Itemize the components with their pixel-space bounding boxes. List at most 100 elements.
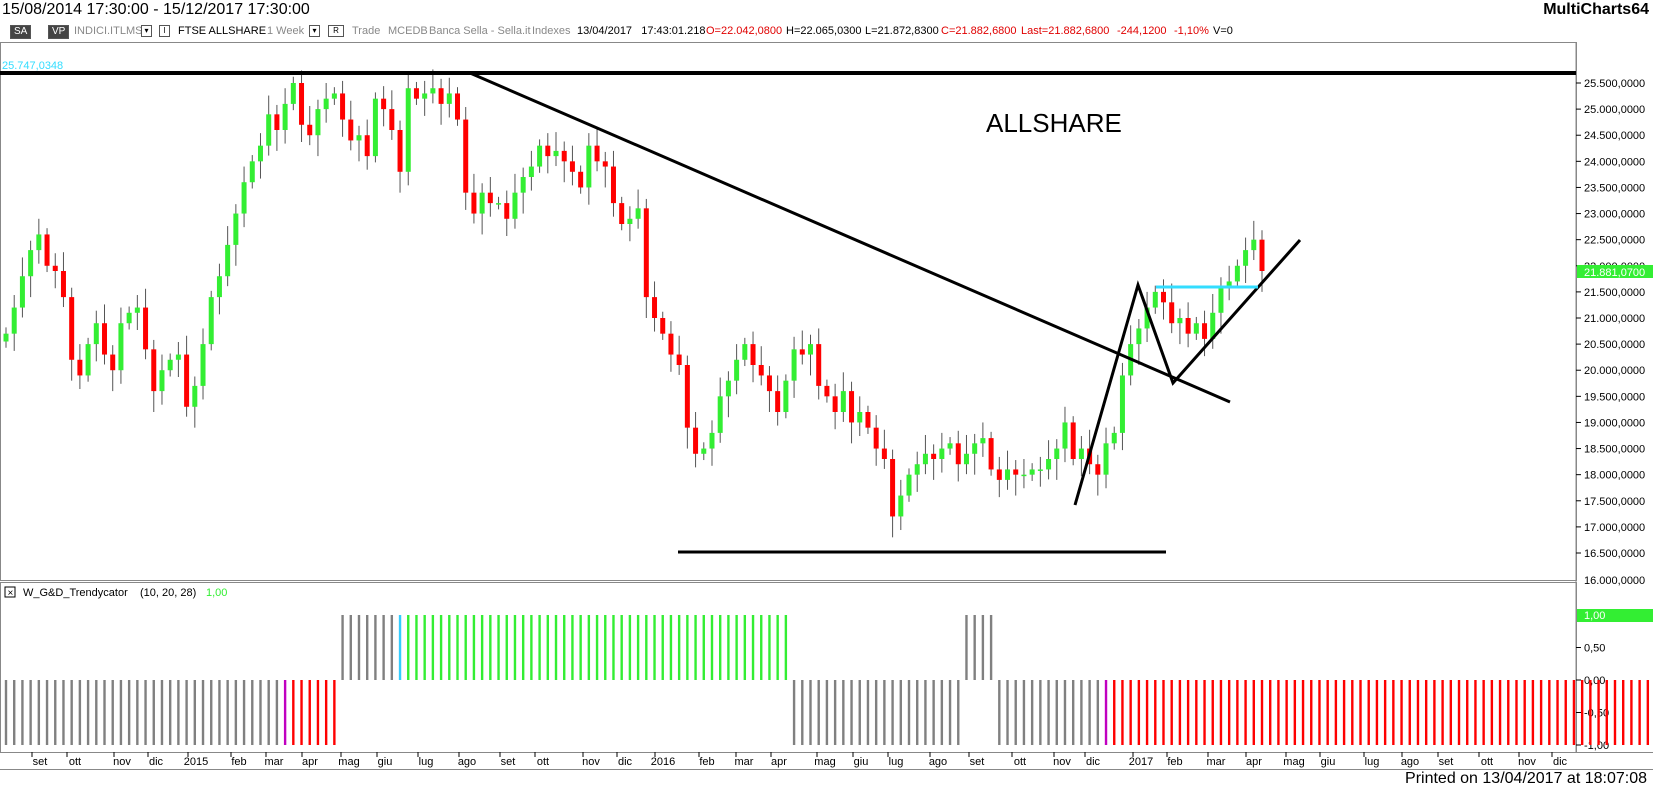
candle-body [939, 448, 945, 459]
candle [282, 88, 288, 144]
candle [1029, 463, 1035, 481]
candle [225, 226, 231, 287]
candle-body [553, 150, 559, 157]
candle [118, 307, 124, 384]
quote-timestamp: 13/04/2017 17:43:01.218 [577, 25, 706, 37]
candle-body [1210, 312, 1216, 339]
candle [422, 80, 428, 116]
candle-body [652, 297, 658, 318]
price-tick-label: 23.500,0000 [1584, 182, 1645, 194]
candle [208, 290, 214, 351]
time-tick-label: giu [1321, 756, 1336, 768]
candle-body [734, 359, 740, 381]
candle-body [1193, 323, 1199, 334]
indicator-close-icon[interactable] [4, 586, 16, 598]
candle-body [881, 448, 887, 459]
candle [602, 151, 608, 188]
candle [1070, 416, 1076, 466]
candle [668, 321, 674, 372]
candle [323, 83, 329, 123]
price-tick-label: 24.500,0000 [1584, 130, 1645, 142]
candle-body [849, 391, 855, 423]
candle-body [192, 385, 198, 407]
zigzag-line[interactable] [1073, 239, 1302, 506]
time-tick-label: ott [537, 756, 549, 768]
candle-body [586, 145, 592, 188]
candle [1046, 440, 1052, 480]
indicator-name: W_G&D_Trendycator [23, 587, 128, 599]
time-tick-label: giu [854, 756, 869, 768]
candle [750, 331, 756, 383]
candle-body [709, 432, 715, 449]
candle-body [1046, 459, 1052, 470]
time-tick-label: feb [1167, 756, 1182, 768]
candle [455, 87, 461, 126]
candle [356, 125, 362, 162]
candle [372, 92, 378, 163]
candle [988, 431, 994, 476]
candle-body [1152, 291, 1158, 308]
indicator-tick-label: -0,50 [1584, 708, 1609, 720]
time-tick-label: ott [1481, 756, 1493, 768]
candle-body [775, 391, 781, 412]
symbol-dropdown-icon[interactable]: ▾ [141, 25, 152, 37]
candle-body [561, 150, 567, 162]
candle [1152, 285, 1158, 314]
last-price-marker [1577, 264, 1653, 278]
candle-body [249, 161, 255, 183]
candle-body [684, 365, 690, 428]
indicator-signal-label: 1,00 [1584, 610, 1605, 622]
candle [1078, 436, 1084, 477]
price-tick-label: 25.000,0000 [1584, 104, 1645, 116]
time-tick-label: mag [1283, 756, 1304, 768]
candle [44, 228, 50, 273]
candle-body [1169, 302, 1175, 324]
candle-body [446, 93, 452, 104]
candle [299, 70, 305, 143]
candle-body [266, 114, 272, 146]
mode-dropdown[interactable]: R [328, 25, 344, 37]
candle-body [1234, 265, 1240, 282]
candle-body [676, 354, 682, 365]
candle [1095, 454, 1101, 496]
vp-button[interactable]: VP [48, 25, 70, 39]
trendline-drawings[interactable] [0, 71, 1576, 554]
time-tick-label: nov [1518, 756, 1536, 768]
data-type-label: Trade [352, 25, 381, 37]
candle-body [1119, 375, 1125, 433]
candle-body [578, 171, 584, 188]
candle-body [422, 93, 428, 99]
candle [36, 218, 42, 264]
candle [709, 420, 715, 466]
candle [1169, 283, 1175, 334]
candle [791, 336, 797, 398]
candle [331, 87, 337, 105]
indicator-params: (10, 20, 28) [140, 587, 196, 599]
symbol-info-bar: SA VP INDICI.ITLMS ▾ I FTSE ALLSHARE 1 W… [0, 22, 1653, 40]
candle [931, 444, 937, 480]
candle [652, 281, 658, 332]
candle [266, 95, 272, 156]
time-tick-label: 2015 [184, 756, 208, 768]
downtrend-line[interactable] [469, 71, 1231, 404]
candle-body [175, 354, 181, 360]
candle-body [1029, 469, 1035, 475]
candle [1193, 316, 1199, 340]
sa-button[interactable]: SA [10, 25, 32, 39]
candle-body [1103, 443, 1109, 475]
resolution-dropdown-icon[interactable]: ▾ [309, 25, 320, 37]
candle-body [1095, 464, 1101, 475]
candle [28, 240, 34, 298]
candle [430, 69, 436, 104]
price-tick-label: 21.000,0000 [1584, 313, 1645, 325]
indicator-toggle-icon[interactable]: I [159, 25, 170, 37]
candle [619, 196, 625, 231]
candle-body [200, 344, 206, 386]
candle-body [1136, 328, 1142, 345]
candle [102, 304, 108, 365]
candle-body [906, 474, 912, 496]
time-tick-label: lug [419, 756, 434, 768]
time-tick-label: set [1439, 756, 1454, 768]
candle-body [569, 161, 575, 172]
